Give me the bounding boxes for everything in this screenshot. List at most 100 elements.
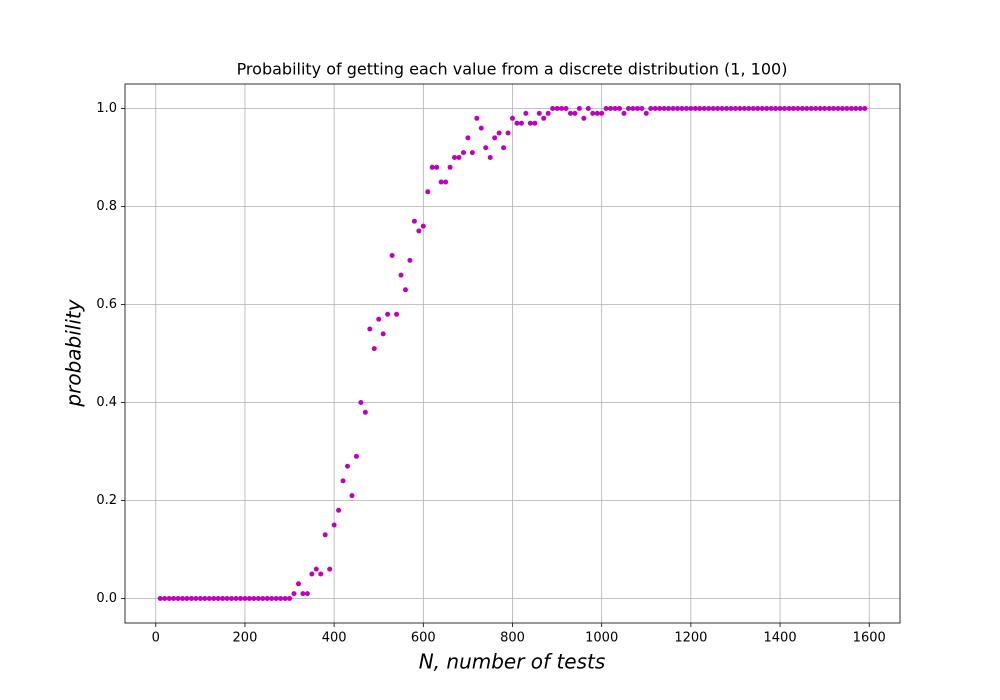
- data-point: [541, 115, 547, 121]
- data-point: [162, 596, 168, 601]
- data-point: [465, 135, 471, 141]
- data-point: [220, 596, 226, 601]
- data-point: [661, 106, 667, 111]
- data-point: [768, 106, 774, 111]
- y-tick-label: 1.0: [96, 101, 117, 116]
- data-point: [206, 596, 212, 601]
- x-tick-label: 1000: [585, 631, 618, 646]
- data-point: [510, 115, 515, 121]
- data-point: [657, 106, 663, 111]
- data-point: [291, 591, 297, 597]
- data-point: [692, 106, 698, 111]
- data-point: [389, 253, 395, 258]
- data-point: [567, 110, 573, 116]
- data-point: [353, 453, 359, 459]
- data-point: [621, 110, 627, 116]
- data-point: [380, 331, 386, 337]
- data-point: [411, 218, 417, 224]
- data-point: [367, 326, 373, 332]
- data-point: [741, 106, 747, 111]
- data-point: [652, 106, 658, 111]
- data-point: [732, 106, 738, 111]
- data-point: [295, 581, 301, 587]
- data-point: [585, 106, 591, 111]
- data-point: [790, 106, 796, 111]
- data-point: [434, 164, 440, 170]
- data-point: [215, 596, 221, 601]
- x-tick-label: 0: [152, 631, 160, 646]
- data-point: [826, 106, 832, 111]
- data-point: [737, 106, 743, 111]
- data-point: [728, 106, 734, 111]
- data-point: [782, 106, 788, 111]
- data-point: [474, 115, 480, 121]
- plot-frame: [124, 83, 901, 624]
- data-point: [719, 106, 725, 111]
- data-point: [666, 106, 672, 111]
- data-point: [452, 155, 458, 160]
- data-point: [331, 522, 337, 528]
- data-point: [608, 106, 614, 111]
- data-point: [300, 591, 306, 597]
- data-point: [715, 106, 721, 111]
- data-point: [438, 179, 444, 185]
- data-point: [425, 189, 431, 195]
- data-point: [460, 150, 466, 156]
- x-tick-label: 1200: [674, 631, 707, 646]
- data-point: [407, 257, 413, 263]
- data-point: [648, 106, 654, 111]
- data-point: [402, 287, 408, 293]
- data-point: [487, 155, 493, 160]
- data-point: [345, 463, 351, 469]
- data-point: [550, 106, 556, 111]
- data-point: [724, 106, 730, 111]
- data-point: [264, 596, 270, 601]
- data-point: [197, 596, 203, 601]
- data-point: [630, 106, 636, 111]
- data-point: [282, 596, 288, 601]
- data-point: [211, 596, 217, 601]
- data-point: [269, 596, 275, 601]
- data-point: [166, 596, 172, 601]
- data-point: [478, 125, 484, 131]
- data-point: [385, 311, 391, 317]
- data-point: [773, 106, 779, 111]
- data-point: [505, 130, 511, 136]
- data-point: [576, 106, 582, 111]
- data-point: [518, 120, 524, 126]
- data-point: [625, 106, 631, 111]
- data-point: [844, 106, 850, 111]
- data-point: [362, 409, 368, 415]
- data-point: [559, 106, 565, 111]
- x-tick-label: 200: [233, 631, 258, 646]
- data-point: [376, 316, 382, 322]
- chart-title: Probability of getting each value from a…: [237, 60, 788, 79]
- data-point: [398, 272, 404, 278]
- y-tick-label: 0.4: [96, 395, 117, 410]
- data-point: [795, 106, 801, 111]
- data-point: [318, 571, 324, 577]
- data-point: [612, 106, 618, 111]
- data-point: [429, 164, 435, 170]
- data-point: [340, 478, 346, 484]
- data-point: [304, 591, 310, 597]
- data-point: [643, 110, 649, 116]
- data-point: [634, 106, 640, 111]
- data-point: [697, 106, 703, 111]
- x-tick-label: 800: [500, 631, 525, 646]
- x-tick-label: 1600: [853, 631, 886, 646]
- data-point: [706, 106, 712, 111]
- data-point: [416, 228, 422, 234]
- data-point: [523, 110, 529, 116]
- data-point: [483, 145, 489, 151]
- data-point: [371, 346, 377, 352]
- data-point: [287, 596, 293, 601]
- data-point: [857, 106, 863, 111]
- data-point: [514, 120, 520, 126]
- data-point: [848, 106, 854, 111]
- data-point: [278, 596, 284, 601]
- data-point: [862, 106, 868, 111]
- y-tick-label: 0.6: [96, 297, 117, 312]
- x-tick-label: 400: [322, 631, 347, 646]
